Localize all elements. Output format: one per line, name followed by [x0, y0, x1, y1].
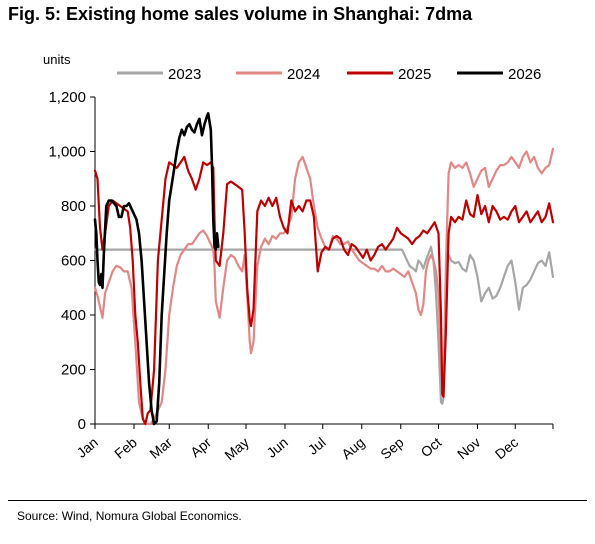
legend-label-2023: 2023	[168, 66, 201, 83]
series-line-2023	[93, 245, 555, 405]
source-note: Source: Wind, Nomura Global Economics.	[17, 509, 242, 523]
y-axis-label: units	[43, 52, 71, 67]
series-line-2024	[93, 147, 555, 426]
x-tick-label: Nov	[454, 434, 483, 462]
source-divider	[8, 500, 587, 501]
y-tick-label: 1,200	[48, 89, 86, 106]
x-tick-label: Mar	[146, 434, 175, 462]
y-tick-label: 200	[61, 362, 86, 379]
x-tick-label: Jan	[73, 434, 101, 461]
line-chart: units 2023 2024 2025 2026 0 200 400 600 800 1,00…	[43, 52, 555, 463]
series-line-2026	[93, 112, 220, 426]
x-tick-label: May	[221, 434, 252, 463]
x-tick-label: Jul	[305, 434, 329, 458]
legend-label-2025: 2025	[398, 66, 431, 83]
x-tick-label: Apr	[187, 434, 214, 460]
page-title: Fig. 5: Existing home sales volume in Sh…	[8, 4, 473, 24]
y-axis: 0 200 400 600 800 1,000 1,200	[48, 89, 96, 433]
x-tick-label: Sep	[377, 434, 407, 462]
x-axis: Jan Feb Mar Apr May Jun Jul Aug Sep Oct Nov Dec	[73, 423, 554, 463]
y-tick-label: 600	[61, 253, 86, 270]
x-tick-label: Feb	[111, 434, 140, 462]
x-tick-label: Jun	[263, 434, 291, 461]
y-tick-label: 0	[78, 416, 86, 433]
y-tick-label: 800	[61, 198, 86, 215]
legend-label-2024: 2024	[287, 66, 320, 83]
x-tick-label: Oct	[417, 434, 444, 460]
x-tick-label: Aug	[338, 434, 367, 462]
series-line-2025	[93, 155, 555, 426]
y-tick-label: 400	[61, 307, 86, 324]
legend: 2023 2024 2025 2026	[117, 66, 541, 83]
legend-label-2026: 2026	[508, 66, 541, 83]
y-tick-label: 1,000	[48, 144, 86, 161]
x-tick-label: Dec	[492, 434, 521, 462]
plot-series	[93, 112, 555, 426]
